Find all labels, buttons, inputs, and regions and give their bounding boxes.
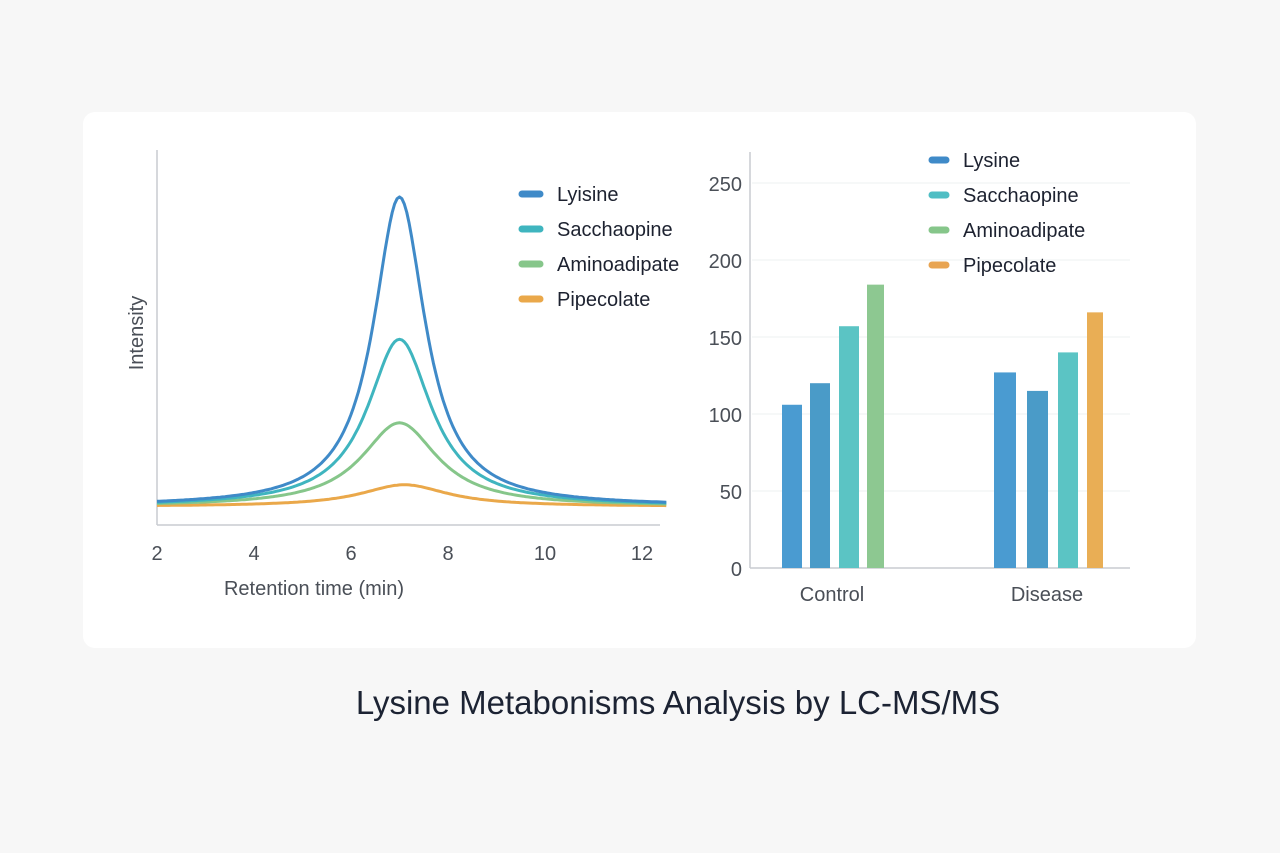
y-tick-label: 50 [720, 482, 742, 504]
bar-control-1 [810, 383, 830, 568]
x-tick-label: 2 [151, 543, 162, 565]
category-label: Disease [1011, 584, 1083, 606]
bar-control-2 [839, 326, 859, 568]
x-tick-label: 8 [442, 543, 453, 565]
bar-disease-1 [1027, 390, 1048, 568]
x-tick-label: 10 [534, 543, 556, 565]
legend-label: Aminoadipate [557, 254, 679, 276]
series-line-pipecolate [156, 483, 667, 508]
y-tick-label: 200 [709, 251, 742, 273]
figure-title: Lysine Metabonisms Analysis by LC-MS/MS [355, 684, 1001, 721]
legend-label: Aminoadipate [963, 220, 1085, 242]
bar-disease-0 [994, 372, 1016, 568]
x-tick-label: 6 [345, 543, 356, 565]
legend-label: Pipecolate [557, 289, 650, 311]
y-axis-label: Intensity [126, 296, 148, 370]
legend-label: Lysine [963, 150, 1020, 172]
series-line-lyisine [156, 195, 667, 504]
y-tick-label: 100 [709, 405, 742, 427]
legend-label: Pipecolate [963, 255, 1056, 277]
y-tick-label: 250 [709, 174, 742, 196]
bar-disease-3 [1087, 312, 1103, 568]
legend-label: Sacchaopine [557, 219, 673, 241]
series-line-sacchaopine [156, 337, 667, 505]
bar-disease-2 [1058, 352, 1078, 568]
legend-label: Lyisine [557, 184, 619, 206]
x-tick-label: 4 [248, 543, 259, 565]
x-axis-label: Retention time (min) [224, 578, 404, 600]
x-tick-label: 12 [631, 543, 653, 565]
y-tick-label: 0 [731, 559, 742, 581]
legend-label: Sacchaopine [963, 185, 1079, 207]
bar-control-0 [782, 404, 802, 568]
series-line-aminoadipate [157, 421, 667, 506]
bar-control-3 [867, 284, 884, 568]
y-tick-label: 150 [709, 328, 742, 350]
category-label: Control [800, 584, 864, 606]
